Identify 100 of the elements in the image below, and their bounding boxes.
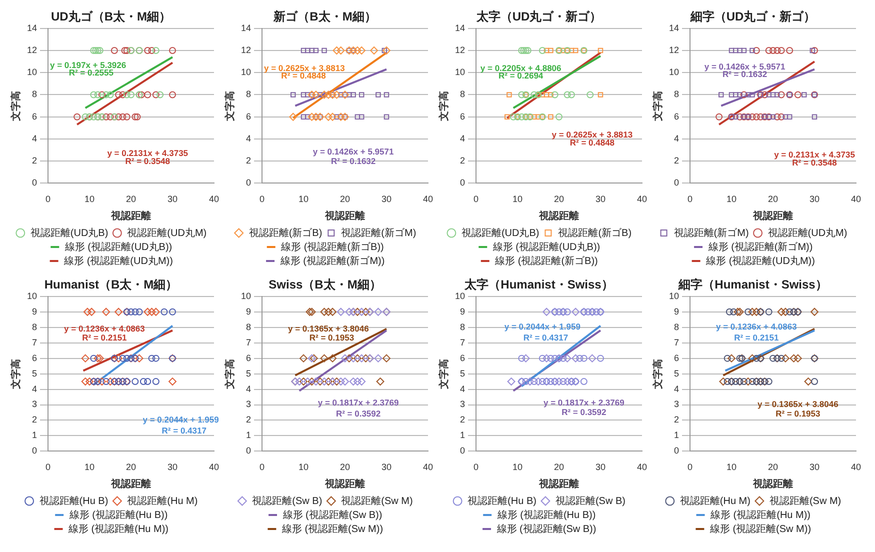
x-tick-label: 40 (636, 194, 647, 204)
x-tick-label: 10 (726, 462, 737, 472)
annotation: y = 0.2625x + 3.8813 (264, 62, 346, 73)
legend-label: 線形 (視認距離(UD丸B)) (64, 240, 172, 253)
legend-label: 線形 (視認距離(新ゴB)) (280, 240, 384, 253)
x-tick-label: 10 (298, 462, 309, 472)
chart-title: 細字（Humanist・Swiss） (678, 278, 828, 292)
x-tick-label: 10 (84, 194, 95, 204)
y-tick-label: 2 (460, 414, 466, 425)
annotation: y = 0.2625x + 3.8813 (552, 130, 633, 140)
y-tick-label: 12 (668, 45, 680, 55)
x-tick-label: 40 (850, 462, 861, 472)
y-tick-label: 4 (32, 384, 38, 394)
y-tick-label: 9 (32, 306, 38, 316)
x-axis-title: 視認距離 (752, 210, 794, 222)
y-tick-label: 10 (240, 290, 252, 301)
annotation: y = 0.2044x + 1.959 (504, 322, 581, 332)
annotation: y = 0.1817x + 2.3769 (318, 398, 399, 408)
y-tick-label: 14 (26, 22, 38, 33)
x-tick-label: 30 (809, 194, 820, 204)
legend-label: 線形 (視認距離(新ゴB)) (494, 254, 598, 267)
y-tick-label: 8 (32, 89, 38, 100)
y-tick-label: 14 (454, 22, 466, 33)
y-tick-label: 4 (32, 133, 38, 144)
y-tick-label: 8 (246, 89, 252, 100)
y-tick-label: 2 (460, 156, 466, 166)
y-axis-title: 文字高 (652, 90, 664, 122)
y-tick-label: 2 (674, 414, 680, 425)
legend-label: 視認距離(Sw B) (252, 494, 322, 507)
annotation: R² = 0.3548 (125, 156, 170, 166)
legend-label: 線形 (視認距離(UD丸B)) (492, 240, 600, 253)
x-tick-label: 40 (422, 462, 433, 472)
y-tick-label: 0 (246, 178, 252, 188)
x-tick-label: 40 (208, 462, 219, 472)
y-tick-label: 8 (460, 89, 466, 100)
y-tick-label: 0 (674, 178, 680, 188)
annotation: R² = 0.3592 (336, 408, 381, 418)
y-tick-label: 6 (246, 111, 252, 122)
legend-label: 視認距離(Sw M) (769, 494, 842, 507)
legend-label: 線形 (視認距離(Hu M)) (68, 522, 169, 535)
y-tick-label: 9 (246, 306, 252, 316)
legend-label: 視認距離(Sw M) (341, 494, 413, 507)
legend-label: 視認距離(UD丸M) (768, 226, 848, 239)
annotation: R² = 0.4848 (281, 70, 326, 81)
x-tick-label: 40 (850, 194, 861, 204)
y-tick-label: 0 (674, 446, 680, 456)
legend-label: 線形 (視認距離(Hu B)) (68, 508, 168, 521)
y-tick-label: 8 (674, 322, 680, 332)
y-tick-label: 10 (26, 290, 38, 301)
x-axis-title: 視認距離 (752, 478, 794, 490)
annotation: y = 0.1817x + 2.3769 (543, 398, 625, 408)
y-tick-label: 8 (460, 322, 466, 332)
y-tick-label: 1 (32, 430, 38, 440)
legend-label: 視認距離(Hu B) (39, 494, 108, 507)
y-tick-label: 12 (454, 45, 466, 55)
y-tick-label: 2 (32, 156, 38, 166)
y-tick-label: 0 (32, 446, 38, 456)
x-axis-title: 視認距離 (324, 478, 366, 490)
legend-label: 視認距離(新ゴM) (674, 226, 749, 239)
annotation: R² = 0.1953 (776, 408, 820, 418)
x-tick-label: 30 (809, 462, 820, 472)
y-tick-label: 4 (460, 384, 466, 394)
y-tick-label: 6 (674, 352, 680, 363)
annotation: R² = 0.4317 (162, 425, 207, 436)
x-tick-label: 30 (595, 462, 606, 472)
legend-label: 線形 (視認距離(新ゴM)) (707, 240, 813, 253)
y-tick-label: 7 (674, 337, 680, 348)
x-axis-title: 視認距離 (110, 478, 152, 490)
x-tick-label: 20 (554, 194, 564, 204)
x-tick-label: 30 (595, 194, 606, 204)
legend-label: 視認距離(Sw B) (555, 494, 626, 507)
chart-title: 新ゴ（B太・M細） (272, 10, 376, 24)
y-tick-label: 1 (674, 430, 680, 440)
x-tick-label: 10 (726, 194, 737, 204)
y-tick-label: 10 (26, 67, 38, 78)
y-tick-label: 1 (460, 430, 466, 440)
x-tick-label: 0 (688, 194, 693, 204)
y-tick-label: 6 (246, 352, 252, 363)
annotation: R² = 0.2151 (734, 332, 780, 343)
annotation: y = 0.197x + 5.3926 (50, 60, 126, 70)
x-tick-label: 30 (381, 462, 392, 472)
annotation: y = 0.1365x + 3.8046 (288, 323, 370, 334)
x-tick-label: 30 (167, 194, 178, 204)
annotation: y = 0.2044x + 1.959 (142, 414, 220, 425)
x-tick-label: 20 (768, 462, 778, 472)
annotation: R² = 0.4317 (523, 332, 568, 343)
annotation: R² = 0.1632 (330, 156, 376, 166)
chart-title: Swiss（B太・M細） (268, 278, 382, 292)
x-tick-label: 40 (422, 194, 433, 204)
y-tick-label: 1 (246, 430, 252, 440)
x-tick-label: 0 (46, 194, 51, 204)
y-tick-label: 4 (246, 133, 252, 144)
x-tick-label: 20 (768, 194, 778, 204)
legend-label: 線形 (視認距離(Sw M)) (708, 522, 812, 535)
chart-title: 太字（Humanist・Swiss） (464, 278, 614, 292)
annotation: y = 0.2131x + 4.3735 (774, 150, 856, 160)
y-tick-label: 0 (246, 446, 252, 456)
x-tick-label: 0 (688, 462, 693, 472)
annotation: y = 0.1236x + 4.0863 (716, 322, 798, 332)
y-tick-label: 10 (240, 67, 252, 78)
